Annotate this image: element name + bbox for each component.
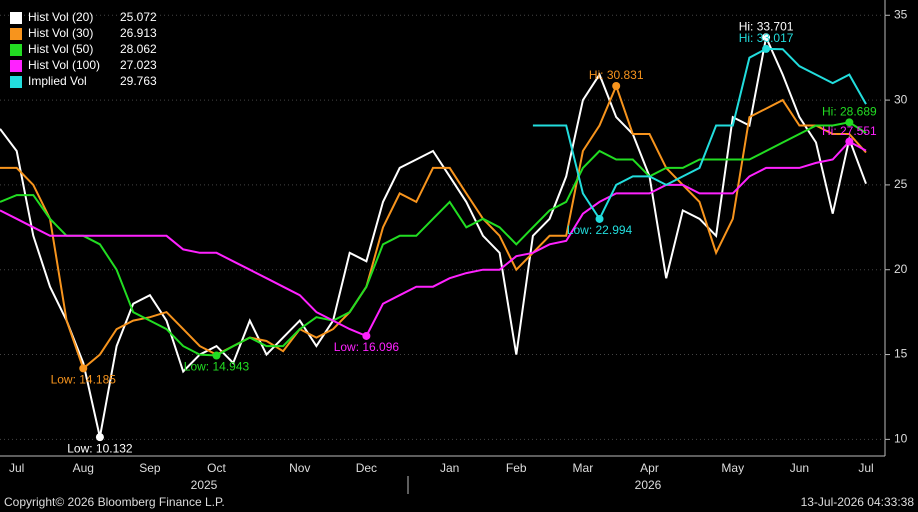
legend-swatch [10, 60, 22, 72]
legend-value: 28.062 [120, 42, 157, 56]
series-line [0, 33, 867, 438]
legend-swatch [10, 76, 22, 88]
annotation-label: Low: 14.943 [184, 360, 250, 374]
copyright: Copyright© 2026 Bloomberg Finance L.P. [4, 495, 225, 509]
y-tick-label: 20 [894, 262, 908, 276]
legend-label: Implied Vol [28, 74, 87, 88]
legend-label: Hist Vol (100) [28, 58, 100, 72]
legend-box [4, 6, 164, 94]
x-tick-label: Mar [573, 461, 594, 475]
x-tick-label: Nov [289, 461, 310, 475]
x-tick-label: Dec [356, 461, 377, 475]
annotation-label: Low: 10.132 [67, 441, 133, 455]
legend-swatch [10, 44, 22, 56]
annotation-label: Hi: 28.689 [822, 105, 877, 119]
y-tick-label: 25 [894, 177, 908, 191]
y-tick-label: 15 [894, 347, 908, 361]
annotation-label: Hi: 33.017 [739, 31, 794, 45]
annotation-label: Low: 14.185 [51, 373, 117, 387]
series-line [0, 121, 867, 357]
y-tick-label: 35 [894, 7, 908, 21]
annotation-point [845, 118, 854, 127]
legend-value: 29.763 [120, 74, 157, 88]
annotation-point [595, 214, 604, 223]
x-tick-label: May [721, 461, 744, 475]
legend-label: Hist Vol (20) [28, 10, 93, 24]
x-tick-label: Jan [440, 461, 459, 475]
annotation-label: Low: 16.096 [334, 340, 400, 354]
y-tick-label: 10 [894, 432, 908, 446]
x-tick-label: Jul [9, 461, 24, 475]
x-tick-label: Sep [139, 461, 161, 475]
legend-value: 27.023 [120, 58, 157, 72]
annotation-point [212, 351, 221, 360]
annotation-point [95, 433, 104, 442]
legend-label: Hist Vol (50) [28, 42, 93, 56]
annotation-label: Hi: 30.831 [589, 68, 644, 82]
annotation-label: Hi: 27.551 [822, 124, 877, 138]
x-tick-label: Jun [790, 461, 809, 475]
x-tick-label: Feb [506, 461, 527, 475]
annotation-label: Low: 22.994 [567, 223, 633, 237]
year-label: 2025 [191, 478, 218, 492]
x-tick-label: Oct [207, 461, 226, 475]
annotation-point [762, 33, 771, 42]
legend-value: 25.072 [120, 10, 157, 24]
series-line [532, 47, 867, 221]
legend-label: Hist Vol (30) [28, 26, 93, 40]
year-label: 2026 [635, 478, 662, 492]
annotation-point [762, 44, 771, 53]
legend-value: 26.913 [120, 26, 157, 40]
timestamp: 13-Jul-2026 04:33:38 [801, 495, 915, 509]
legend-swatch [10, 12, 22, 24]
y-tick-label: 30 [894, 92, 908, 106]
series-line [0, 140, 867, 338]
annotation-point [612, 81, 621, 90]
annotation-point [845, 137, 854, 146]
annotation-point [79, 364, 88, 373]
x-tick-label: Apr [640, 461, 659, 475]
annotation-label: Hi: 33.701 [739, 19, 794, 33]
x-tick-label: Jul [858, 461, 873, 475]
x-tick-label: Aug [73, 461, 94, 475]
series-line [0, 83, 867, 371]
legend-swatch [10, 28, 22, 40]
annotation-point [362, 331, 371, 340]
